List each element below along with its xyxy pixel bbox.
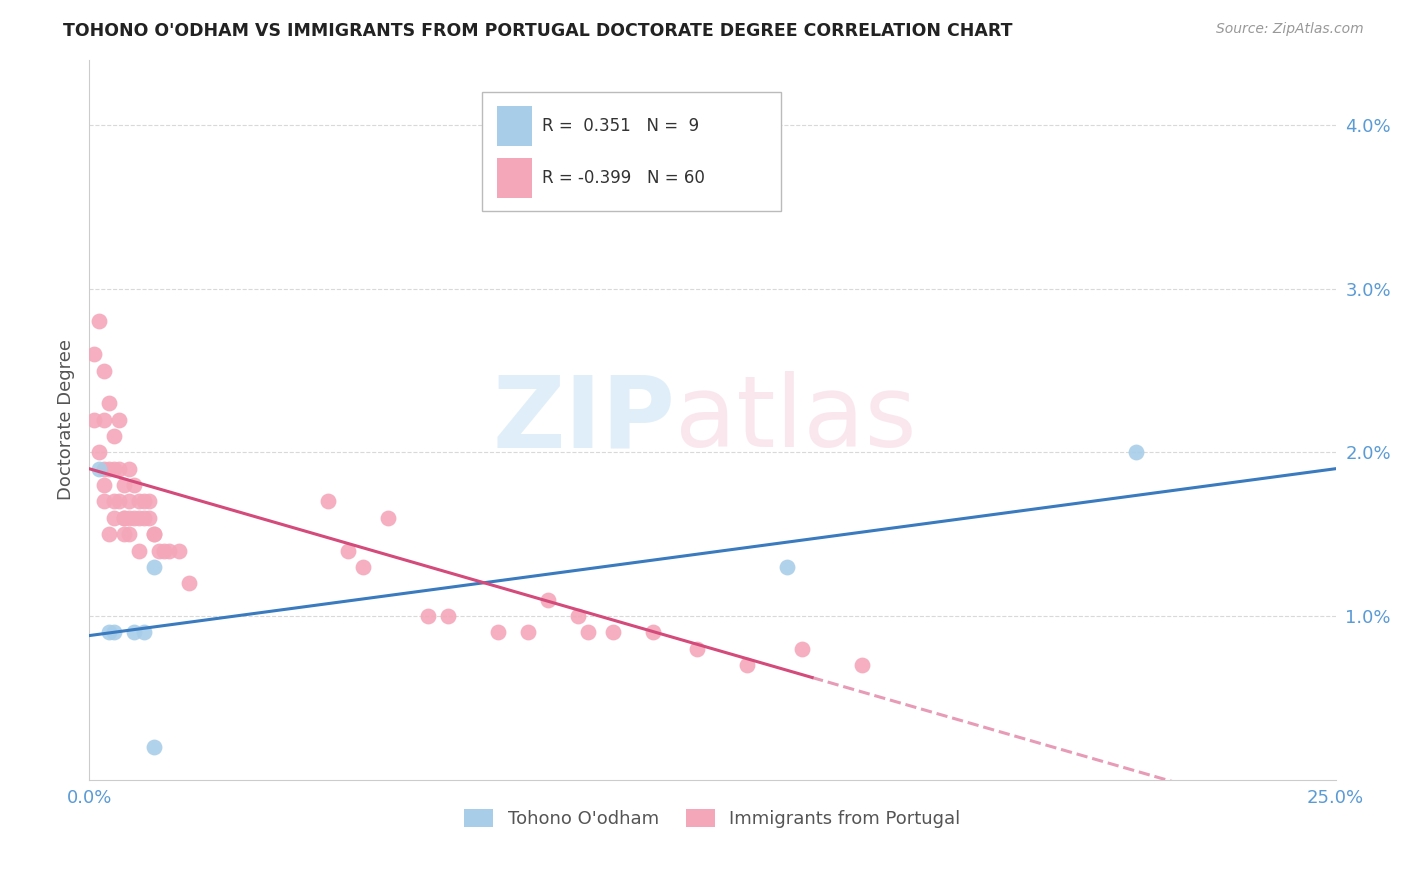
Point — [318, 494, 340, 508]
Point — [437, 609, 460, 624]
Text: atlas: atlas — [675, 371, 917, 468]
Point — [87, 445, 110, 459]
Point — [93, 412, 115, 426]
Point — [537, 592, 560, 607]
Point — [138, 494, 160, 508]
Point — [87, 461, 110, 475]
Point — [98, 527, 121, 541]
Point — [103, 625, 125, 640]
Point — [167, 543, 190, 558]
Point — [352, 560, 374, 574]
Point — [1125, 445, 1147, 459]
Point — [132, 625, 155, 640]
Legend: Tohono O'odham, Immigrants from Portugal: Tohono O'odham, Immigrants from Portugal — [457, 802, 967, 836]
Point — [108, 412, 131, 426]
Point — [641, 625, 664, 640]
Point — [118, 527, 141, 541]
Text: ZIP: ZIP — [492, 371, 675, 468]
Point — [118, 461, 141, 475]
Point — [103, 494, 125, 508]
Point — [142, 560, 165, 574]
Point — [148, 543, 170, 558]
Point — [128, 494, 150, 508]
Y-axis label: Doctorate Degree: Doctorate Degree — [58, 339, 75, 500]
Text: R =  0.351   N =  9: R = 0.351 N = 9 — [541, 117, 699, 135]
Point — [108, 494, 131, 508]
Text: Source: ZipAtlas.com: Source: ZipAtlas.com — [1216, 22, 1364, 37]
FancyBboxPatch shape — [496, 158, 531, 198]
Point — [112, 510, 135, 524]
Point — [567, 609, 589, 624]
Point — [418, 609, 440, 624]
Point — [93, 478, 115, 492]
Point — [177, 576, 200, 591]
Point — [118, 510, 141, 524]
Point — [602, 625, 624, 640]
Point — [686, 641, 709, 656]
FancyBboxPatch shape — [482, 92, 780, 211]
Point — [142, 527, 165, 541]
Point — [122, 478, 145, 492]
Point — [377, 510, 399, 524]
Point — [128, 543, 150, 558]
Point — [122, 510, 145, 524]
Point — [87, 314, 110, 328]
Point — [122, 625, 145, 640]
Point — [112, 478, 135, 492]
Point — [516, 625, 538, 640]
Point — [157, 543, 180, 558]
Point — [138, 510, 160, 524]
Text: TOHONO O'ODHAM VS IMMIGRANTS FROM PORTUGAL DOCTORATE DEGREE CORRELATION CHART: TOHONO O'ODHAM VS IMMIGRANTS FROM PORTUG… — [63, 22, 1012, 40]
Point — [98, 396, 121, 410]
Point — [576, 625, 599, 640]
Point — [93, 494, 115, 508]
Point — [83, 412, 105, 426]
Point — [98, 625, 121, 640]
Point — [103, 461, 125, 475]
Point — [851, 658, 873, 673]
Point — [132, 510, 155, 524]
FancyBboxPatch shape — [496, 106, 531, 146]
Point — [142, 739, 165, 754]
Point — [93, 461, 115, 475]
Point — [128, 510, 150, 524]
Point — [118, 494, 141, 508]
Point — [132, 494, 155, 508]
Point — [98, 461, 121, 475]
Point — [112, 527, 135, 541]
Text: R = -0.399   N = 60: R = -0.399 N = 60 — [541, 169, 704, 186]
Point — [103, 510, 125, 524]
Point — [93, 363, 115, 377]
Point — [153, 543, 176, 558]
Point — [103, 429, 125, 443]
Point — [735, 658, 758, 673]
Point — [83, 347, 105, 361]
Point — [337, 543, 360, 558]
Point — [790, 641, 813, 656]
Point — [776, 560, 799, 574]
Point — [112, 510, 135, 524]
Point — [108, 461, 131, 475]
Point — [142, 527, 165, 541]
Point — [486, 625, 509, 640]
